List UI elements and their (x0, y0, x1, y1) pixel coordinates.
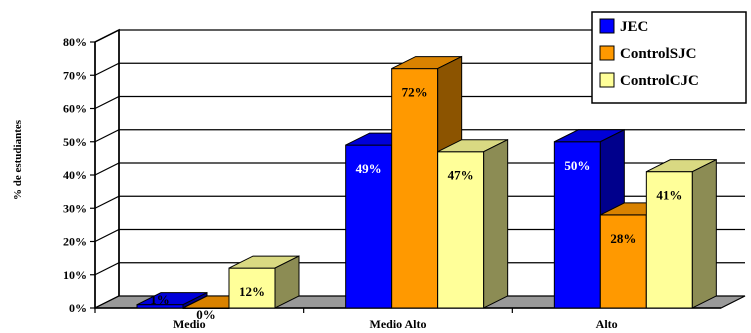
bar-front (599, 214, 647, 309)
bar-front (345, 144, 393, 309)
y-tick-label: 60% (63, 102, 87, 116)
y-tick-label: 10% (63, 268, 87, 282)
gridline (94, 62, 745, 76)
legend-label: ControlSJC (620, 46, 696, 62)
legend-label: ControlCJC (620, 73, 699, 89)
x-tick-label: Medio Alto (370, 317, 427, 331)
bar-side (691, 158, 717, 309)
data-label: 49% (356, 161, 382, 176)
y-axis-label: % de estudiantes (12, 119, 24, 200)
y-axis-ticks: 0% 10% 20% 30% 40% 50% 60% 70% 80% (63, 35, 96, 315)
bar-side (483, 138, 509, 309)
y-tick-label: 0% (69, 301, 87, 315)
legend-swatch (599, 45, 615, 61)
bar-ControlCJC-Medio (228, 255, 300, 309)
gridline (94, 129, 745, 143)
legend-swatch (599, 18, 615, 34)
data-label: 12% (239, 284, 265, 299)
y-tick-label: 80% (63, 35, 87, 49)
bar-front (391, 68, 439, 309)
bars (136, 55, 717, 309)
y-tick-label: 20% (63, 235, 87, 249)
bar-side (274, 255, 300, 309)
data-label: 41% (656, 188, 682, 203)
legend-label: JEC (620, 19, 648, 35)
legend-box (591, 11, 747, 104)
gridlines (94, 29, 745, 276)
y-tick-label: 40% (63, 168, 87, 182)
data-label: 72% (402, 85, 428, 100)
data-label: 1% (150, 292, 170, 307)
gridline (94, 95, 745, 110)
data-label: 50% (564, 158, 590, 173)
data-label: 47% (448, 168, 474, 183)
x-axis-ticks: Medio Medio Alto Alto (94, 308, 618, 331)
bar-ControlCJC-Medio-Alto (437, 138, 509, 309)
data-labels: 1% 0% 12% 49% 72% 47% 50% 28% 41% (150, 85, 682, 322)
bar-ControlCJC-Alto (645, 158, 717, 309)
legend-swatch (599, 72, 615, 88)
data-label: 0% (196, 307, 216, 322)
y-tick-label: 50% (63, 135, 87, 149)
gridline (94, 29, 745, 43)
legend: JEC ControlSJC ControlCJC (591, 11, 747, 104)
gridline (94, 162, 745, 176)
x-tick-label: Alto (596, 317, 618, 331)
bar-front (553, 141, 601, 309)
y-tick-label: 70% (63, 68, 87, 82)
gridline (94, 228, 745, 243)
bar-front (437, 151, 485, 309)
y-tick-label: 30% (63, 201, 87, 215)
bar-front (228, 267, 276, 309)
gridline (94, 195, 745, 209)
gridline (94, 262, 745, 276)
x-tick-label: Medio (173, 317, 206, 331)
data-label: 28% (610, 231, 636, 246)
